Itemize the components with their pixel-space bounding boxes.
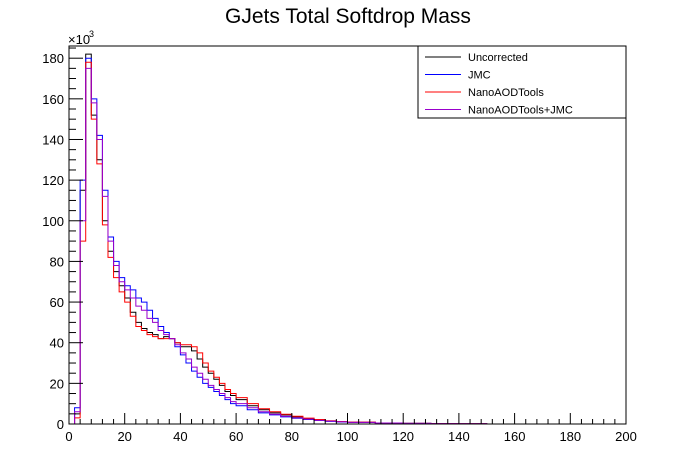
y-tick-label: 0 (57, 417, 64, 432)
series-line-4 (69, 67, 626, 425)
y-tick-label: 60 (50, 295, 64, 310)
y-tick-label: 20 (50, 376, 64, 391)
y-tick-label: 120 (42, 173, 64, 188)
y-tick-label: 180 (42, 51, 64, 66)
y-tick-label: 40 (50, 336, 64, 351)
legend-label: JMC (468, 70, 491, 82)
x-tick-label: 140 (448, 429, 470, 444)
x-tick-label: 200 (615, 429, 637, 444)
chart-title: GJets Total Softdrop Mass (225, 5, 471, 28)
y-tick-label: 140 (42, 132, 64, 147)
legend: Uncorrected JMC NanoAODTools NanoAODTools+J… (417, 45, 627, 119)
y-multiplier-label: ×10 (68, 32, 90, 47)
x-tick-label: 60 (229, 429, 243, 444)
x-tick-label: 120 (392, 429, 414, 444)
x-tick-label: 20 (117, 429, 131, 444)
x-tick-label: 80 (285, 429, 299, 444)
y-multiplier-exponent: 3 (89, 29, 94, 39)
x-tick-label: 160 (504, 429, 526, 444)
x-tick-label: 0 (65, 429, 72, 444)
x-tick-label: 40 (173, 429, 187, 444)
legend-label: Uncorrected (468, 52, 528, 64)
legend-label: NanoAODTools (468, 87, 544, 99)
y-tick-label: 100 (42, 214, 64, 229)
x-tick-label: 100 (337, 429, 359, 444)
y-tick-label: 160 (42, 92, 64, 107)
x-tick-label: 180 (559, 429, 581, 444)
axes: 0 20 40 60 80 100 120 140 160 180 200 0 20 40 60 80 100 1… (42, 29, 637, 444)
legend-label: NanoAODTools+JMC (468, 105, 573, 117)
y-tick-label: 80 (50, 254, 64, 269)
legend-box (417, 45, 627, 119)
